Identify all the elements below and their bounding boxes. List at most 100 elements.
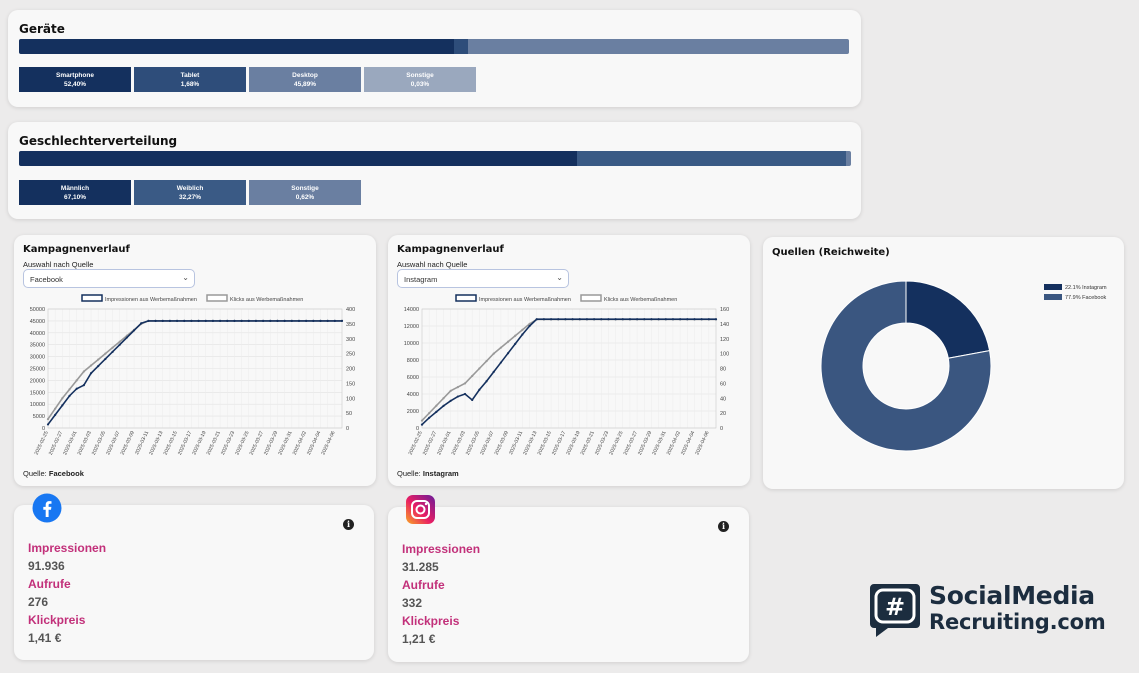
info-icon[interactable]: i [718, 521, 729, 532]
data-point [340, 319, 344, 322]
legend-label: 77.9% Facebook [1065, 295, 1107, 301]
legend-label: Tablet [180, 72, 200, 79]
legend-label: Männlich [60, 185, 90, 192]
legend-value: 45,89% [293, 81, 317, 88]
bar-segment [19, 151, 578, 166]
info-icon[interactable]: i [343, 519, 354, 530]
y-tick-label: 10000 [30, 402, 45, 408]
y2-tick-label: 40 [720, 396, 726, 402]
legend-box: Desktop 45,89% [249, 67, 361, 92]
donut-slice [905, 280, 991, 359]
data-point [435, 404, 438, 407]
legend-value: 0,62% [295, 194, 315, 201]
data-point [671, 318, 675, 321]
data-point [521, 328, 524, 331]
legend-value: 32,27% [178, 194, 202, 201]
data-point [46, 423, 50, 426]
data-point [111, 350, 114, 353]
data-point [168, 319, 172, 322]
data-point [75, 387, 78, 390]
data-point [54, 413, 57, 417]
data-point [218, 319, 222, 322]
source-select[interactable]: Facebook ⌄ [23, 269, 195, 288]
legend-swatch [455, 294, 477, 302]
data-point [211, 319, 215, 322]
brand-symbol: # [885, 593, 905, 621]
data-point [233, 319, 236, 322]
data-point [132, 329, 136, 332]
y2-tick-label: 140 [720, 322, 729, 328]
data-point [679, 318, 682, 321]
legend-label: Weiblich [176, 185, 204, 192]
legend-label: 22.1% Instagram [1065, 285, 1107, 291]
data-point [89, 364, 93, 367]
legend-value: 1,68% [180, 81, 200, 88]
y2-tick-label: 0 [720, 426, 723, 432]
devices-bar [19, 39, 849, 54]
data-point [657, 318, 660, 321]
y-tick-label: 0 [416, 426, 419, 432]
data-point [449, 389, 452, 392]
data-point [506, 352, 510, 355]
data-point [707, 318, 710, 321]
data-point [428, 416, 431, 419]
data-point [183, 319, 186, 322]
x-tick-label: 2025-04-06 [694, 430, 710, 456]
data-point [104, 357, 107, 361]
data-point [456, 385, 459, 389]
data-point [326, 319, 329, 322]
y2-tick-label: 120 [720, 337, 729, 343]
source-name: Instagram [422, 469, 459, 478]
data-point [333, 319, 336, 322]
data-point [478, 367, 481, 370]
data-point [506, 340, 510, 343]
source-select[interactable]: Instagram ⌄ [397, 269, 569, 288]
legend-label: Klicks aus Werbemaßnahmen [230, 297, 303, 303]
bar-segment [577, 151, 846, 166]
data-point [89, 372, 93, 375]
data-point [420, 419, 424, 422]
brand-line1: SocialMedia [929, 581, 1095, 610]
legend-box: Sonstige 0,62% [249, 180, 361, 205]
data-point [175, 319, 179, 322]
y2-tick-label: 150 [346, 381, 355, 387]
sources-title: Quellen (Reichweite) [772, 247, 890, 258]
campaign-card-facebook: Kampagnenverlauf Auswahl nach Quelle Fac… [14, 235, 376, 486]
y-tick-label: 5000 [33, 414, 45, 420]
y2-tick-label: 250 [346, 352, 355, 358]
data-point [628, 318, 632, 321]
instagram-icon [406, 495, 435, 524]
legend-swatch [1044, 294, 1062, 300]
data-point [226, 319, 229, 322]
bar-segment [467, 39, 849, 54]
data-point [204, 319, 207, 322]
data-point [585, 318, 589, 321]
data-point [485, 359, 488, 363]
legend-swatch [1044, 284, 1062, 290]
y-tick-label: 25000 [30, 367, 45, 373]
y-tick-label: 14000 [404, 307, 419, 313]
source-name: Facebook [48, 469, 84, 478]
series-line [47, 320, 342, 425]
data-point [118, 343, 121, 346]
sources-card: Quellen (Reichweite) 22.1% Instagram 77.9… [763, 237, 1124, 489]
impressions-label: Impressionen [28, 541, 107, 555]
y-tick-label: 35000 [30, 343, 45, 349]
data-point [442, 397, 445, 400]
campaign-chart-instagram: Impressionen aus Werbemaßnahmen Klicks au… [404, 294, 729, 456]
y2-tick-label: 200 [346, 367, 355, 373]
y-tick-label: 8000 [407, 358, 419, 364]
data-point [435, 410, 438, 413]
x-tick-label: 2025-04-06 [320, 430, 336, 456]
y-tick-label: 2000 [407, 409, 419, 415]
data-point [693, 318, 696, 321]
data-point [578, 318, 581, 321]
data-point [197, 319, 200, 322]
plot-frame [421, 308, 717, 429]
data-point [564, 318, 567, 321]
y2-tick-label: 60 [720, 381, 726, 387]
data-point [463, 382, 467, 385]
y2-tick-label: 300 [346, 337, 355, 343]
cpc-value: 1,41 € [28, 631, 62, 645]
y2-tick-label: 80 [720, 367, 726, 373]
